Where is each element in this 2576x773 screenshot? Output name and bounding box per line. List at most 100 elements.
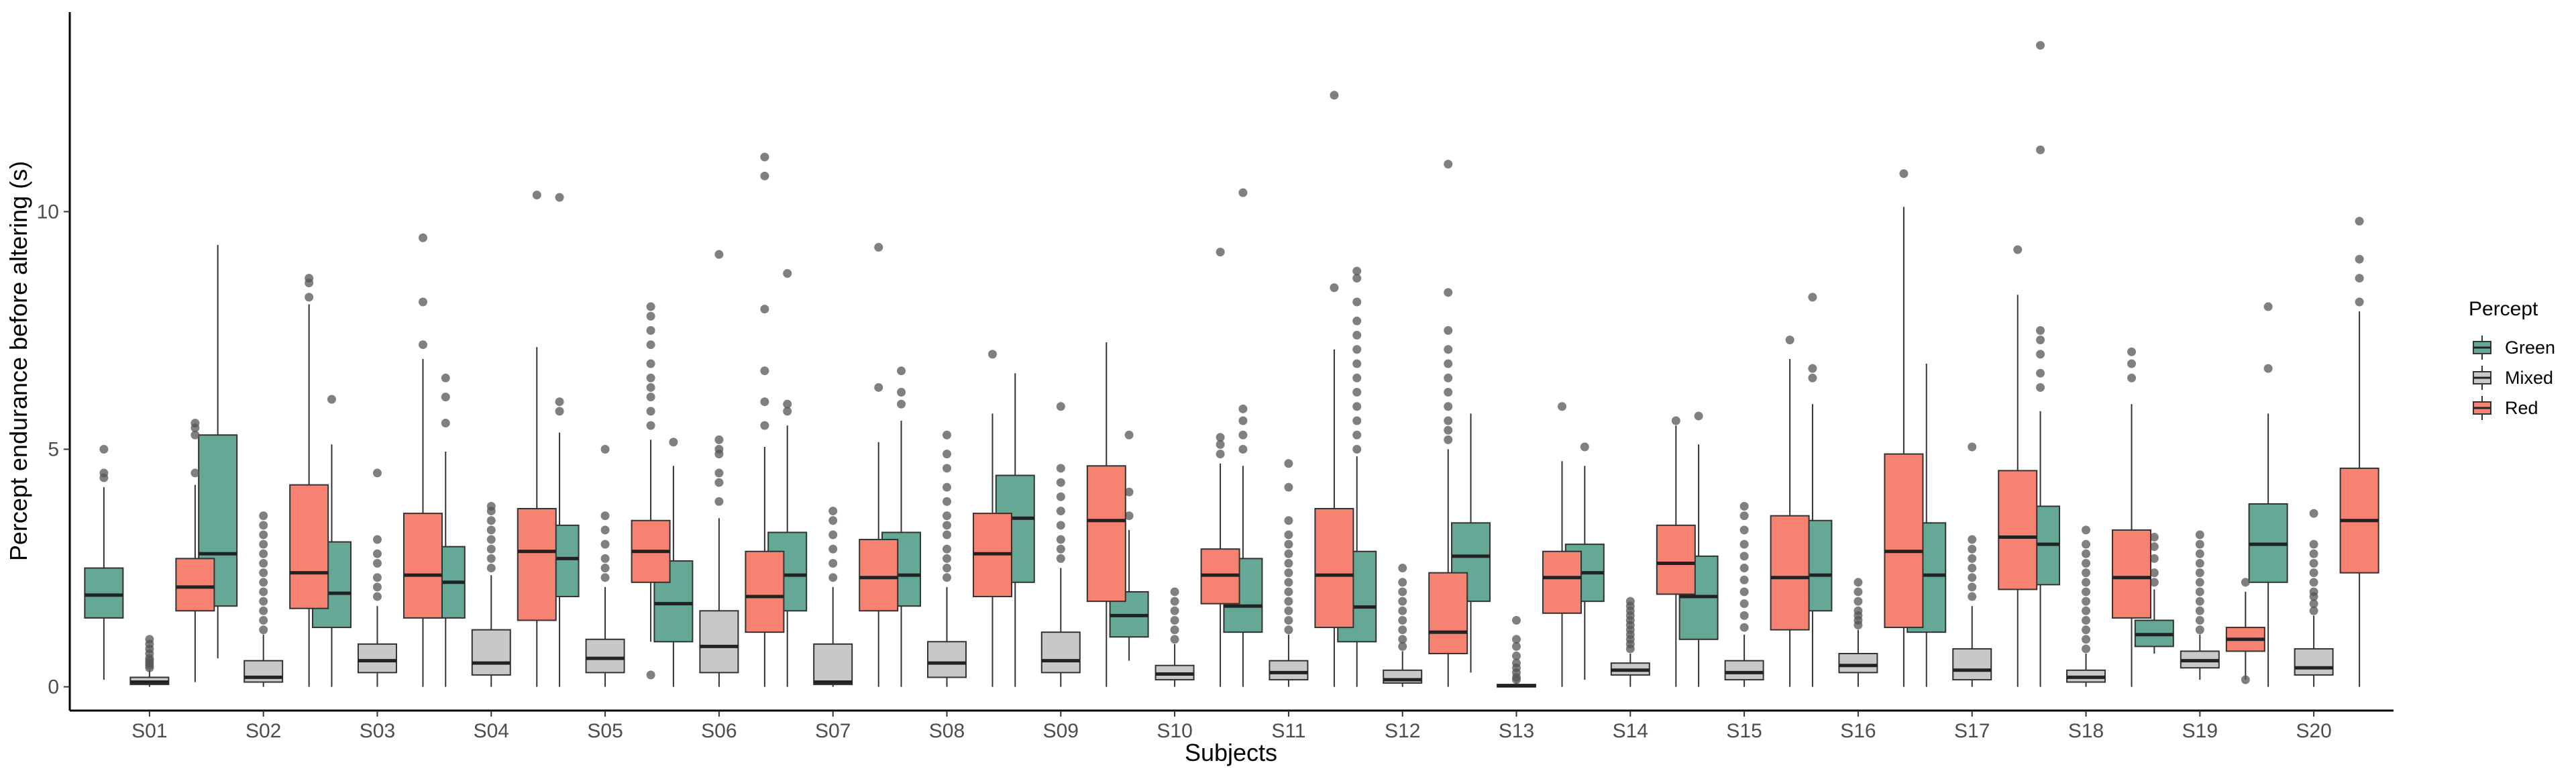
outlier-point [486,544,496,554]
x-tick-label: S10 [1157,720,1192,742]
outlier-point [828,544,838,554]
x-tick-label: S01 [131,720,167,742]
box-iqr [2294,648,2334,676]
outlier-point [646,311,655,321]
outlier-point [1284,530,1293,539]
outlier-point [783,399,792,409]
outlier-point [2149,533,2159,542]
box-mixed-s05 [585,445,625,687]
box-red-s12 [1428,160,1468,687]
outlier-point [1512,615,1521,625]
outlier-point [1056,492,1065,501]
outlier-point [1854,578,1863,587]
box-red-s18 [2112,347,2152,687]
x-tick-label: S16 [1840,720,1876,742]
outlier-point [2195,578,2204,587]
legend-label: Mixed [2505,368,2553,388]
outlier-point [2127,373,2137,382]
box-mixed-s18 [2066,525,2106,687]
box-red-s11 [1314,91,1354,687]
x-tick-label: S07 [815,720,851,742]
outlier-point [372,592,382,601]
legend-item-mixed: Mixed [2473,366,2553,390]
outlier-point [2309,568,2318,578]
outlier-point [714,435,724,444]
outlier-point [2082,578,2091,587]
x-axis-ticks: S01 S02 S03 S04 S05 S06 S07 S08 S09 S10 S11 S12 S13 S… [131,711,2332,742]
outlier-point [783,268,792,278]
x-tick-label: S11 [1271,720,1305,742]
outlier-point [1808,373,1817,382]
outlier-point [259,568,268,578]
y-axis-title: Percept endurance before altering (s) [5,161,32,561]
outlier-point [1352,266,1362,276]
outlier-point [1444,325,1453,335]
outlier-point [1056,544,1065,554]
box-mixed-s06 [699,250,739,687]
outlier-point [1284,459,1293,468]
outlier-point [1398,606,1407,615]
outlier-point [2309,578,2318,587]
outlier-point [2036,336,2045,345]
outlier-point [2082,568,2091,578]
box-green-s02 [198,245,238,659]
outlier-point [1284,625,1293,635]
outlier-point [828,530,838,539]
outlier-point [1124,430,1134,440]
plot-area [84,41,2379,688]
outlier-point [2082,539,2091,549]
outlier-point [600,564,610,573]
box-mixed-s15 [1724,501,1764,687]
outlier-point [1216,450,1225,459]
outlier-point [1785,336,1794,345]
outlier-point [942,573,951,582]
box-iqr [2112,529,2152,619]
outlier-point [555,193,564,202]
outlier-point [191,468,200,478]
box-iqr [1952,648,1992,680]
outlier-point [2149,578,2159,587]
box-red-s13 [1542,402,1582,687]
outlier-point [1808,364,1817,373]
outlier-point [760,305,769,314]
outlier-point [942,430,951,440]
outlier-point [2195,549,2204,558]
x-tick-label: S06 [701,720,737,742]
box-iqr [1428,572,1468,655]
outlier-point [441,373,450,382]
outlier-point [1444,359,1453,368]
box-green-s19 [2134,533,2174,654]
outlier-point [418,233,427,242]
outlier-point [1512,658,1521,668]
outlier-point [327,395,336,404]
outlier-point [760,421,769,430]
outlier-point [760,397,769,407]
outlier-point [2241,675,2250,684]
outlier-point [2355,217,2364,226]
outlier-point [532,191,541,200]
outlier-point [1580,442,1589,452]
box-green-s08 [881,366,921,687]
outlier-point [1968,592,1977,601]
box-iqr [1086,465,1126,603]
box-red-s01 [175,419,215,682]
outlier-point [1671,416,1680,425]
outlier-point [372,468,382,478]
box-iqr [175,558,215,612]
outlier-point [1398,625,1407,635]
outlier-point [1444,402,1453,411]
legend-label: Green [2505,338,2555,358]
outlier-point [2082,625,2091,635]
outlier-point [1739,611,1749,620]
outlier-point [1739,525,1749,535]
outlier-point [1238,445,1248,454]
outlier-point [1352,430,1362,440]
outlier-point [600,445,610,454]
outlier-point [2013,245,2023,254]
box-mixed-s13 [1497,615,1537,688]
outlier-point [1352,331,1362,340]
outlier-point [1056,507,1065,516]
box-iqr [1656,524,1696,595]
outlier-point [2309,599,2318,609]
outlier-point [1444,160,1453,169]
